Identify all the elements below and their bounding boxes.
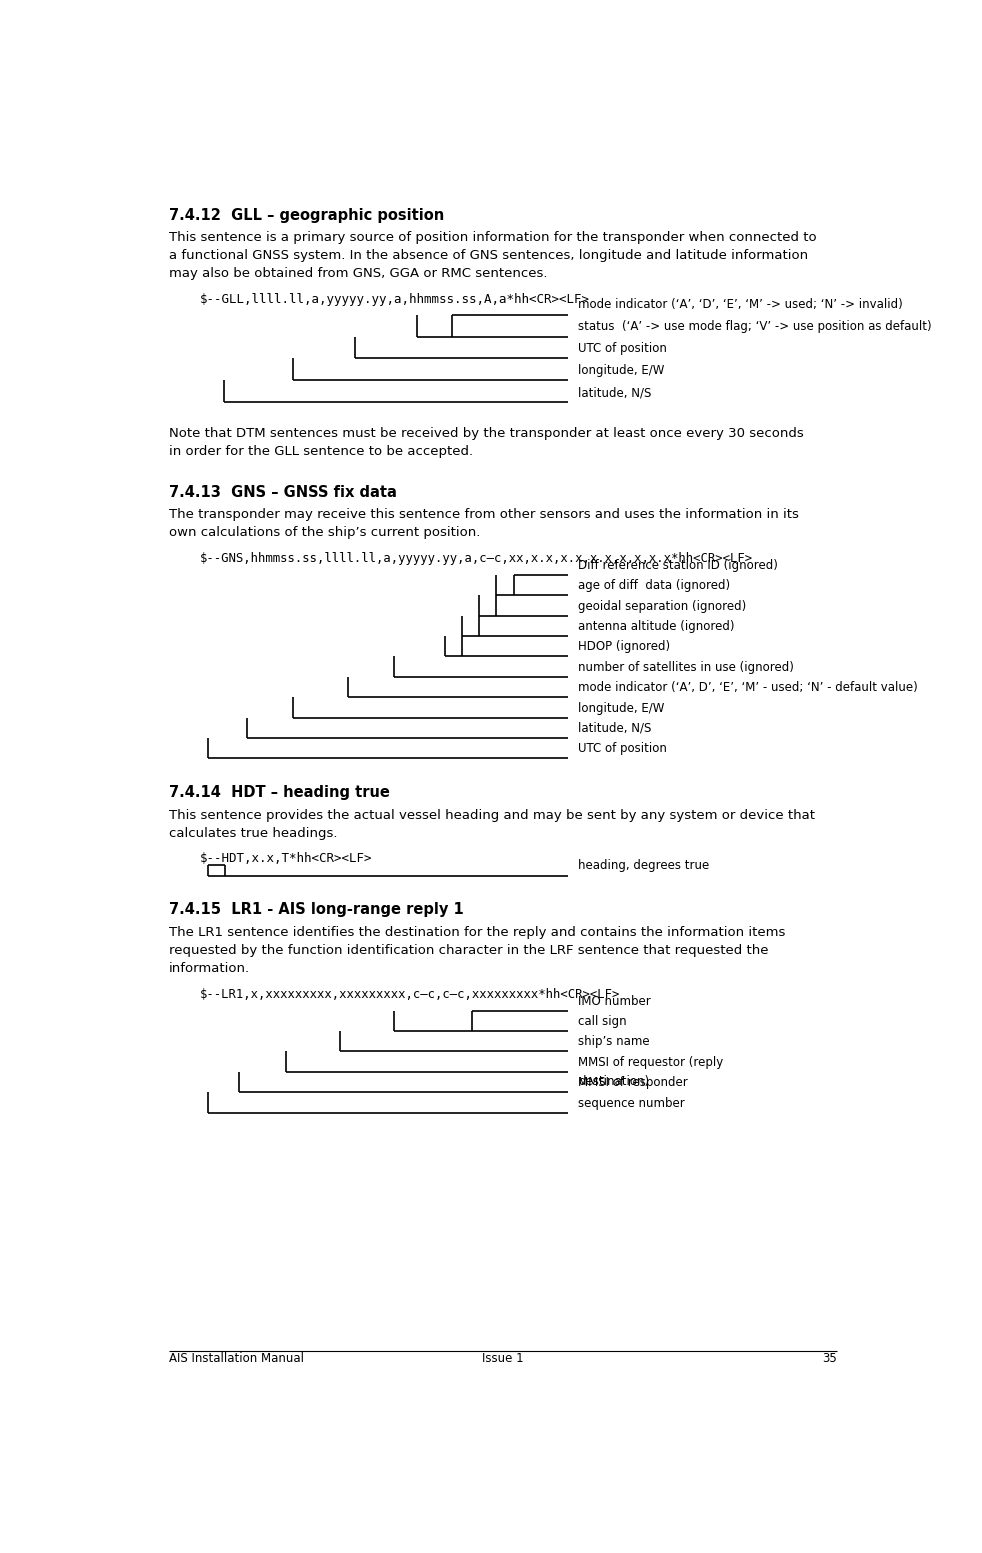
Text: $--GLL,llll.ll,a,yyyyy.yy,a,hhmmss.ss,A,a*hh<CR><LF>: $--GLL,llll.ll,a,yyyyy.yy,a,hhmmss.ss,A,… bbox=[200, 294, 590, 306]
Text: latitude, N/S: latitude, N/S bbox=[578, 722, 652, 735]
Text: AIS Installation Manual: AIS Installation Manual bbox=[169, 1353, 304, 1365]
Text: 7.4.15  LR1 - AIS long-range reply 1: 7.4.15 LR1 - AIS long-range reply 1 bbox=[169, 902, 464, 918]
Text: 7.4.13  GNS – GNSS fix data: 7.4.13 GNS – GNSS fix data bbox=[169, 485, 397, 500]
Text: The transponder may receive this sentence from other sensors and uses the inform: The transponder may receive this sentenc… bbox=[169, 508, 799, 520]
Text: calculates true headings.: calculates true headings. bbox=[169, 826, 338, 840]
Text: UTC of position: UTC of position bbox=[578, 342, 668, 356]
Text: mode indicator (‘A’, ‘D’, ‘E’, ‘M’ -> used; ‘N’ -> invalid): mode indicator (‘A’, ‘D’, ‘E’, ‘M’ -> us… bbox=[578, 298, 903, 312]
Text: 7.4.14  HDT – heading true: 7.4.14 HDT – heading true bbox=[169, 786, 390, 800]
Text: heading, degrees true: heading, degrees true bbox=[578, 859, 710, 873]
Text: Issue 1: Issue 1 bbox=[482, 1353, 524, 1365]
Text: MMSI of requestor (reply: MMSI of requestor (reply bbox=[578, 1056, 724, 1068]
Text: status  (‘A’ -> use mode flag; ‘V’ -> use position as default): status (‘A’ -> use mode flag; ‘V’ -> use… bbox=[578, 320, 932, 334]
Text: call sign: call sign bbox=[578, 1016, 627, 1028]
Text: latitude, N/S: latitude, N/S bbox=[578, 387, 652, 399]
Text: Diff reference station ID (ignored): Diff reference station ID (ignored) bbox=[578, 559, 779, 572]
Text: This sentence is a primary source of position information for the transponder wh: This sentence is a primary source of pos… bbox=[169, 231, 817, 244]
Text: age of diff  data (ignored): age of diff data (ignored) bbox=[578, 579, 731, 592]
Text: sequence number: sequence number bbox=[578, 1096, 685, 1109]
Text: may also be obtained from GNS, GGA or RMC sentences.: may also be obtained from GNS, GGA or RM… bbox=[169, 267, 548, 280]
Text: UTC of position: UTC of position bbox=[578, 742, 668, 755]
Text: destination): destination) bbox=[578, 1075, 649, 1089]
Text: longitude, E/W: longitude, E/W bbox=[578, 365, 665, 377]
Text: $--GNS,hhmmss.ss,llll.ll,a,yyyyy.yy,a,c—c,xx,x.x,x.x,x.x,x.x,x.x*hh<CR><LF>: $--GNS,hhmmss.ss,llll.ll,a,yyyyy.yy,a,c—… bbox=[200, 551, 753, 565]
Text: MMSI of responder: MMSI of responder bbox=[578, 1076, 688, 1089]
Text: requested by the function identification character in the LRF sentence that requ: requested by the function identification… bbox=[169, 944, 769, 957]
Text: 35: 35 bbox=[823, 1353, 838, 1365]
Text: own calculations of the ship’s current position.: own calculations of the ship’s current p… bbox=[169, 526, 480, 539]
Text: HDOP (ignored): HDOP (ignored) bbox=[578, 640, 671, 654]
Text: geoidal separation (ignored): geoidal separation (ignored) bbox=[578, 599, 746, 612]
Text: information.: information. bbox=[169, 961, 250, 975]
Text: Note that DTM sentences must be received by the transponder at least once every : Note that DTM sentences must be received… bbox=[169, 427, 804, 439]
Text: longitude, E/W: longitude, E/W bbox=[578, 702, 665, 714]
Text: number of satellites in use (ignored): number of satellites in use (ignored) bbox=[578, 660, 794, 674]
Text: 7.4.12  GLL – geographic position: 7.4.12 GLL – geographic position bbox=[169, 208, 445, 224]
Text: $--HDT,x.x,T*hh<CR><LF>: $--HDT,x.x,T*hh<CR><LF> bbox=[200, 853, 373, 865]
Text: ship’s name: ship’s name bbox=[578, 1036, 650, 1048]
Text: mode indicator (‘A’, D’, ‘E’, ‘M’ - used; ‘N’ - default value): mode indicator (‘A’, D’, ‘E’, ‘M’ - used… bbox=[578, 682, 918, 694]
Text: in order for the GLL sentence to be accepted.: in order for the GLL sentence to be acce… bbox=[169, 446, 473, 458]
Text: The LR1 sentence identifies the destination for the reply and contains the infor: The LR1 sentence identifies the destinat… bbox=[169, 926, 786, 938]
Text: This sentence provides the actual vessel heading and may be sent by any system o: This sentence provides the actual vessel… bbox=[169, 809, 815, 822]
Text: IMO number: IMO number bbox=[578, 994, 651, 1008]
Text: $--LR1,x,xxxxxxxxx,xxxxxxxxx,c—c,c—c,xxxxxxxxx*hh<CR><LF>: $--LR1,x,xxxxxxxxx,xxxxxxxxx,c—c,c—c,xxx… bbox=[200, 988, 621, 1000]
Text: a functional GNSS system. In the absence of GNS sentences, longitude and latitud: a functional GNSS system. In the absence… bbox=[169, 248, 808, 262]
Text: antenna altitude (ignored): antenna altitude (ignored) bbox=[578, 620, 735, 634]
